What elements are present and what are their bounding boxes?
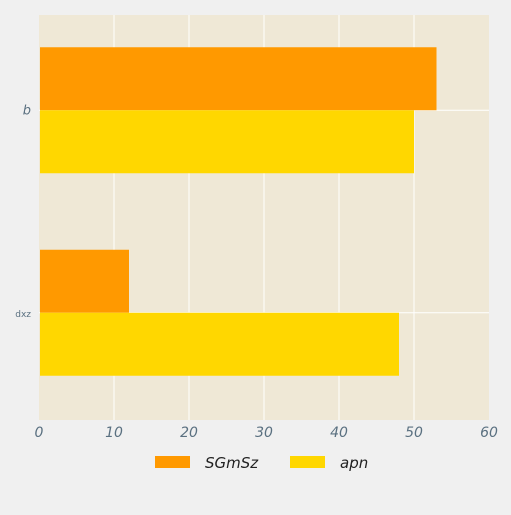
legend-swatch-sgmsz xyxy=(155,456,190,468)
y-axis-ticks: dxz b xyxy=(15,103,31,320)
legend-label-apn: apn xyxy=(340,454,368,472)
legend: SGmSz apn xyxy=(155,454,368,472)
legend-label-sgmsz: SGmSz xyxy=(205,454,259,472)
x-tick-label: 40 xyxy=(330,425,348,441)
x-tick-label: 50 xyxy=(405,425,423,441)
x-tick-label: 30 xyxy=(255,425,273,441)
bar-apn-dxz xyxy=(40,312,399,376)
bar-sgmsz-b xyxy=(40,47,437,111)
legend-swatch-apn xyxy=(290,456,325,468)
bar-apn-b xyxy=(40,110,414,174)
x-tick-label: 0 xyxy=(35,425,44,441)
x-tick-label: 10 xyxy=(105,425,123,441)
y-tick-label: dxz xyxy=(15,310,31,320)
x-tick-label: 60 xyxy=(480,425,498,441)
bar-sgmsz-dxz xyxy=(40,249,129,313)
bars xyxy=(40,47,437,376)
y-tick-label: b xyxy=(23,103,31,118)
x-axis-ticks: 0 10 20 30 40 50 60 xyxy=(35,425,498,441)
x-tick-label: 20 xyxy=(180,425,198,441)
